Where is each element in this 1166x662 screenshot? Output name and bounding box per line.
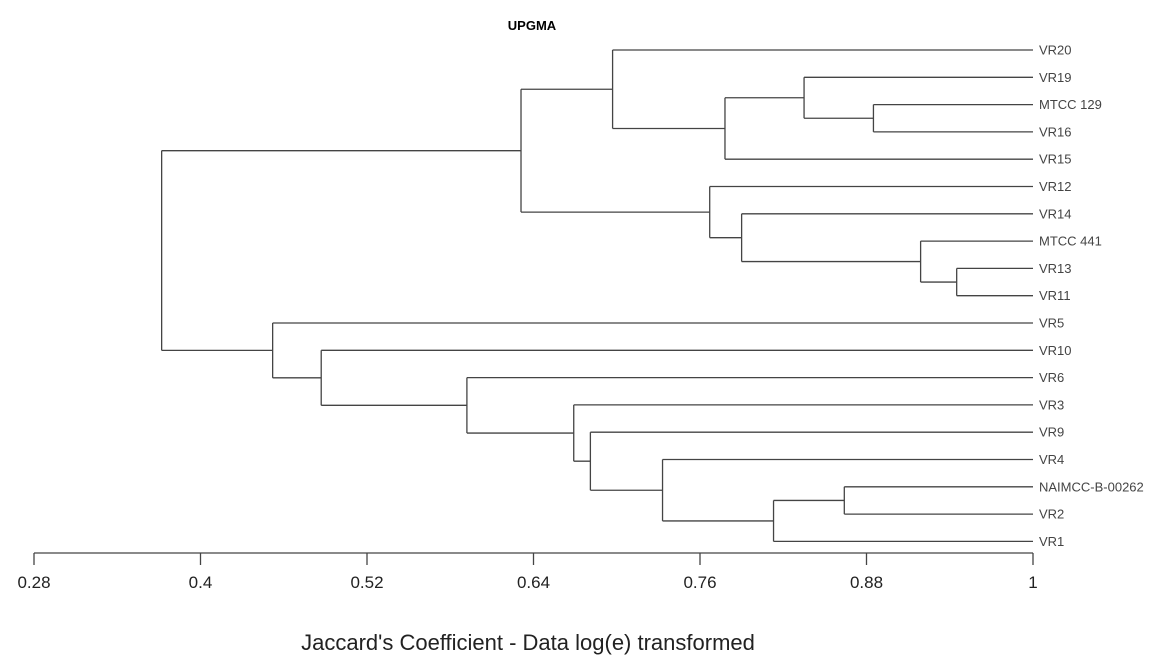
- x-axis: 0.28 0.4 0.52 0.64 0.76 0.88 1: [17, 552, 1038, 592]
- leaf-label: VR4: [1039, 452, 1064, 467]
- leaf-label: VR1: [1039, 534, 1064, 549]
- leaf-label: VR5: [1039, 316, 1064, 331]
- x-tick-label: 0.76: [683, 573, 716, 592]
- leaf-label: VR6: [1039, 370, 1064, 385]
- leaf-label: VR19: [1039, 70, 1072, 85]
- leaf-label: MTCC 441: [1039, 234, 1102, 249]
- leaf-labels: VR20 VR19 MTCC 129 VR16 VR15 VR12 VR14 MTCC 441…: [1039, 43, 1144, 549]
- dendrogram-branches: [160, 49, 1033, 543]
- x-tick-label: 0.28: [17, 573, 50, 592]
- leaf-label: VR9: [1039, 425, 1064, 440]
- chart-title: UPGMA: [508, 18, 557, 33]
- leaf-label: VR13: [1039, 261, 1072, 276]
- leaf-label: VR10: [1039, 343, 1072, 358]
- leaf-label: VR15: [1039, 152, 1072, 167]
- leaf-label: VR11: [1039, 288, 1071, 303]
- leaf-label: VR2: [1039, 507, 1064, 522]
- leaf-label: NAIMCC-B-00262: [1039, 479, 1144, 494]
- leaf-label: VR14: [1039, 206, 1072, 221]
- x-axis-label: Jaccard's Coefficient - Data log(e) tran…: [301, 630, 755, 655]
- x-tick-label: 1: [1028, 573, 1037, 592]
- x-tick-label: 0.64: [517, 573, 550, 592]
- leaf-label: MTCC 129: [1039, 97, 1102, 112]
- x-tick-label: 0.4: [189, 573, 213, 592]
- leaf-label: VR3: [1039, 397, 1064, 412]
- x-tick-label: 0.88: [850, 573, 883, 592]
- leaf-label: VR20: [1039, 43, 1072, 58]
- leaf-label: VR12: [1039, 179, 1072, 194]
- x-tick-label: 0.52: [350, 573, 383, 592]
- leaf-label: VR16: [1039, 124, 1072, 139]
